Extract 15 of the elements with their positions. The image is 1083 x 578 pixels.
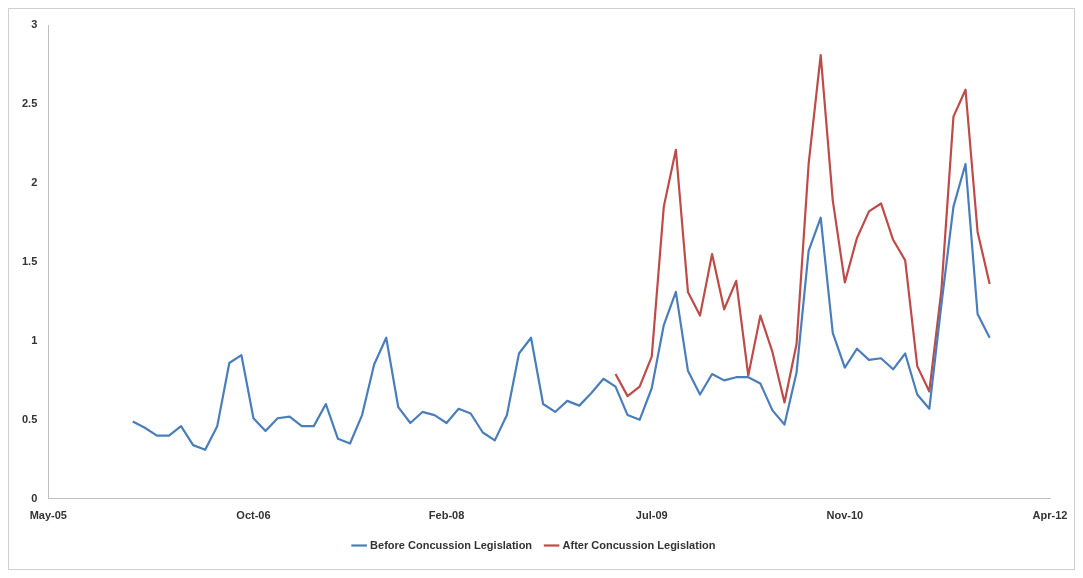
y-tick-label: 2.5 xyxy=(21,97,38,109)
x-tick-label: Nov-10 xyxy=(826,509,864,522)
x-tick-label: May-05 xyxy=(29,509,67,522)
x-tick-label: Apr-12 xyxy=(1032,509,1068,522)
x-tick-label: Jul-09 xyxy=(635,509,668,522)
legend-label: Before Concussion Legislation xyxy=(370,538,533,551)
legend-label: After Concussion Legislation xyxy=(562,538,716,551)
x-tick-label: Oct-06 xyxy=(236,509,271,522)
y-tick-label: 2 xyxy=(31,175,38,188)
y-tick-label: 3 xyxy=(31,18,38,31)
x-tick-label: Feb-08 xyxy=(428,509,465,522)
y-tick-label: 0.5 xyxy=(21,412,38,425)
y-tick-label: 0 xyxy=(31,491,38,504)
y-tick-label: 1 xyxy=(31,333,38,346)
y-tick-label: 1.5 xyxy=(21,254,38,267)
